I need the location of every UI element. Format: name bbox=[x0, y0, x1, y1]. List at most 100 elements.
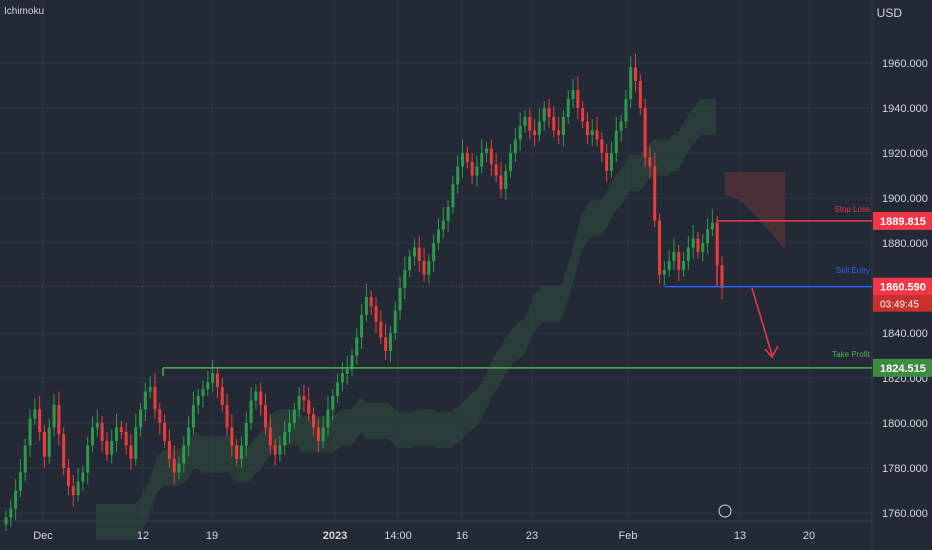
candle-body bbox=[191, 405, 195, 428]
trade-levels: Stop Loss Sell Entry Take Profit bbox=[0, 205, 872, 376]
candle-body bbox=[100, 423, 104, 441]
candle-body bbox=[581, 108, 585, 122]
candle-body bbox=[465, 153, 469, 162]
candle-body bbox=[446, 207, 450, 221]
candle-body bbox=[321, 427, 325, 441]
indicator-title[interactable]: Ichimoku bbox=[4, 6, 45, 17]
candle-body bbox=[105, 441, 109, 455]
candle-body bbox=[417, 247, 421, 261]
candle-body bbox=[230, 427, 234, 446]
candle-body bbox=[66, 468, 70, 486]
candle-body bbox=[561, 117, 565, 135]
candle-body bbox=[211, 373, 215, 383]
candle-body bbox=[393, 310, 397, 333]
candle-body bbox=[566, 99, 570, 117]
candle-body bbox=[81, 472, 85, 482]
candle-body bbox=[220, 387, 224, 405]
candle-body bbox=[533, 130, 537, 135]
candle-body bbox=[177, 463, 181, 473]
candle-body bbox=[52, 405, 56, 428]
candle-body bbox=[278, 445, 282, 455]
candle-body bbox=[658, 220, 662, 275]
projection-arrow-line bbox=[751, 287, 773, 356]
candle-body bbox=[629, 67, 633, 99]
candle-body bbox=[600, 139, 604, 153]
candle-body bbox=[283, 432, 287, 446]
candle-body bbox=[182, 445, 186, 464]
candle-body bbox=[331, 396, 335, 410]
candle-body bbox=[677, 252, 681, 270]
ichimoku-cloud bbox=[96, 99, 785, 540]
candle-body bbox=[33, 409, 37, 419]
candle-body bbox=[494, 164, 498, 176]
candle-body bbox=[682, 261, 686, 270]
price-tag bbox=[873, 211, 932, 230]
candle-body bbox=[134, 427, 138, 459]
x-tick-label: 2023 bbox=[323, 530, 347, 542]
candle-body bbox=[662, 270, 666, 275]
candle-body bbox=[158, 409, 162, 423]
candle-body bbox=[528, 117, 532, 131]
projection-arrow bbox=[751, 287, 779, 359]
candle-body bbox=[28, 418, 32, 446]
lightning-icon[interactable] bbox=[718, 504, 732, 518]
price-axis[interactable]: 1960.000 1940.000 1920.000 1900.000 1880.000… bbox=[873, 58, 932, 520]
candle-body bbox=[312, 414, 316, 428]
candle-body bbox=[268, 427, 272, 446]
candle-body bbox=[163, 423, 167, 441]
candle-body bbox=[451, 184, 455, 207]
candle-body bbox=[696, 238, 700, 252]
candle-body bbox=[605, 153, 609, 171]
candle-body bbox=[499, 175, 503, 189]
cloud-band-red bbox=[725, 172, 785, 250]
candle-body bbox=[710, 222, 714, 230]
price-tag-label: 1824.515 bbox=[880, 363, 926, 375]
level-name: Sell Entry bbox=[836, 266, 870, 275]
x-tick-label: 19 bbox=[206, 530, 218, 542]
candle-body bbox=[345, 369, 349, 374]
candle-body bbox=[119, 427, 123, 432]
candle-body bbox=[590, 130, 594, 135]
candle-body bbox=[691, 238, 695, 248]
candle-body bbox=[225, 405, 229, 428]
y-tick-label: 1920.000 bbox=[882, 148, 928, 160]
candle-body bbox=[71, 486, 75, 495]
time-axis[interactable]: Dec 12 19 2023 14:00 16 23 Feb 13 20 bbox=[33, 530, 815, 542]
countdown-tag bbox=[873, 295, 932, 312]
candle-body bbox=[441, 220, 445, 230]
candle-body bbox=[9, 508, 13, 518]
y-tick-label: 1880.000 bbox=[882, 238, 928, 250]
candle-body bbox=[62, 434, 66, 468]
candle-body bbox=[537, 121, 541, 135]
candle-body bbox=[648, 157, 652, 167]
candle-body bbox=[288, 423, 292, 432]
candle-body bbox=[124, 432, 128, 446]
candle-body bbox=[518, 126, 522, 140]
candle-body bbox=[422, 261, 426, 275]
candle-body bbox=[95, 423, 99, 428]
candle-body bbox=[57, 405, 61, 435]
candles bbox=[4, 54, 724, 531]
candle-body bbox=[686, 247, 690, 261]
x-tick-label: 16 bbox=[456, 530, 468, 542]
candle-body bbox=[379, 321, 383, 338]
candle-body bbox=[412, 247, 416, 257]
countdown-label: 03:49:45 bbox=[880, 300, 919, 311]
candle-body bbox=[172, 459, 176, 473]
candle-body bbox=[254, 391, 258, 401]
candle-body bbox=[547, 108, 551, 117]
candle-body bbox=[403, 270, 407, 288]
candle-body bbox=[235, 445, 239, 459]
candle-body bbox=[384, 337, 388, 351]
candle-body bbox=[14, 490, 18, 509]
candle-body bbox=[672, 252, 676, 261]
candle-body bbox=[215, 373, 219, 387]
candle-body bbox=[47, 427, 51, 457]
candle-body bbox=[143, 391, 147, 410]
candle-body bbox=[273, 445, 277, 455]
candle-body bbox=[297, 396, 301, 410]
candle-body bbox=[196, 396, 200, 405]
candle-body bbox=[307, 400, 311, 414]
candle-body bbox=[76, 481, 80, 495]
